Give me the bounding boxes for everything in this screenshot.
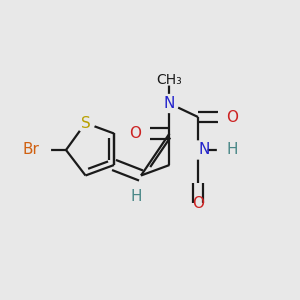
Circle shape [28,139,50,161]
Circle shape [189,141,207,159]
Circle shape [158,62,181,85]
Text: O: O [129,126,141,141]
Text: N: N [164,96,175,111]
Circle shape [218,141,236,159]
Circle shape [160,94,178,112]
Circle shape [132,124,150,142]
Text: H: H [226,142,238,158]
Circle shape [128,195,146,213]
Circle shape [189,202,207,220]
Text: O: O [226,110,238,124]
Text: CH₃: CH₃ [157,74,182,88]
Text: S: S [81,116,90,130]
Circle shape [76,114,94,132]
Text: O: O [192,196,204,211]
Text: N: N [198,142,209,158]
Text: Br: Br [22,142,39,158]
Text: H: H [131,189,142,204]
Circle shape [218,108,236,126]
